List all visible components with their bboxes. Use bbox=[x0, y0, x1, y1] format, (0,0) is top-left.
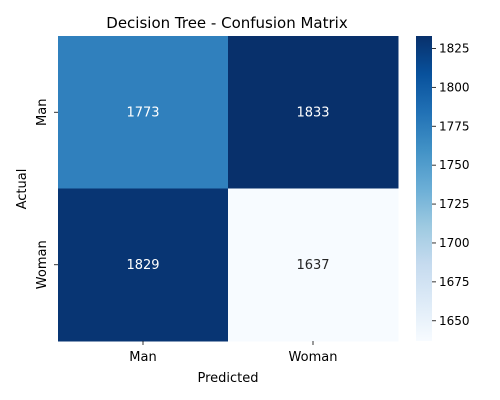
cell-value-label: 1637 bbox=[296, 258, 329, 273]
colorbar-tick-label: 1700 bbox=[439, 236, 470, 250]
y-axis-ticks: Man Woman bbox=[35, 99, 58, 289]
y-axis-label: Actual bbox=[15, 169, 30, 210]
colorbar bbox=[416, 36, 432, 341]
heatmap-cell bbox=[228, 36, 399, 189]
x-axis-ticks: Man Woman bbox=[129, 341, 337, 365]
colorbar-tick-label: 1725 bbox=[439, 197, 470, 211]
y-tick-label: Woman bbox=[35, 240, 50, 289]
cell-value-label: 1833 bbox=[296, 105, 329, 120]
chart-title: Decision Tree - Confusion Matrix bbox=[106, 14, 348, 32]
colorbar-tick-label: 1800 bbox=[439, 80, 470, 94]
x-tick-label: Man bbox=[129, 350, 156, 365]
colorbar-tick-label: 1750 bbox=[439, 158, 470, 172]
colorbar-tick-label: 1775 bbox=[439, 119, 470, 133]
colorbar-tick-label: 1675 bbox=[439, 275, 470, 289]
cell-value-label: 1773 bbox=[126, 105, 159, 120]
heatmap-cell bbox=[58, 188, 229, 342]
x-tick-label: Woman bbox=[289, 350, 338, 365]
heatmap-cell bbox=[58, 36, 229, 189]
heatmap-cell bbox=[228, 188, 399, 342]
colorbar-tick-label: 1650 bbox=[439, 314, 470, 328]
heatmap-cell-labels: 1773 1833 1829 1637 bbox=[126, 105, 329, 273]
heatmap-cells bbox=[58, 36, 399, 342]
x-axis-label: Predicted bbox=[197, 371, 258, 386]
colorbar-ticks: 1650 1675 1700 1725 1750 1775 1800 1825 bbox=[432, 41, 470, 328]
cell-value-label: 1829 bbox=[126, 258, 159, 273]
colorbar-tick-label: 1825 bbox=[439, 41, 470, 55]
y-tick-label: Man bbox=[35, 99, 50, 126]
